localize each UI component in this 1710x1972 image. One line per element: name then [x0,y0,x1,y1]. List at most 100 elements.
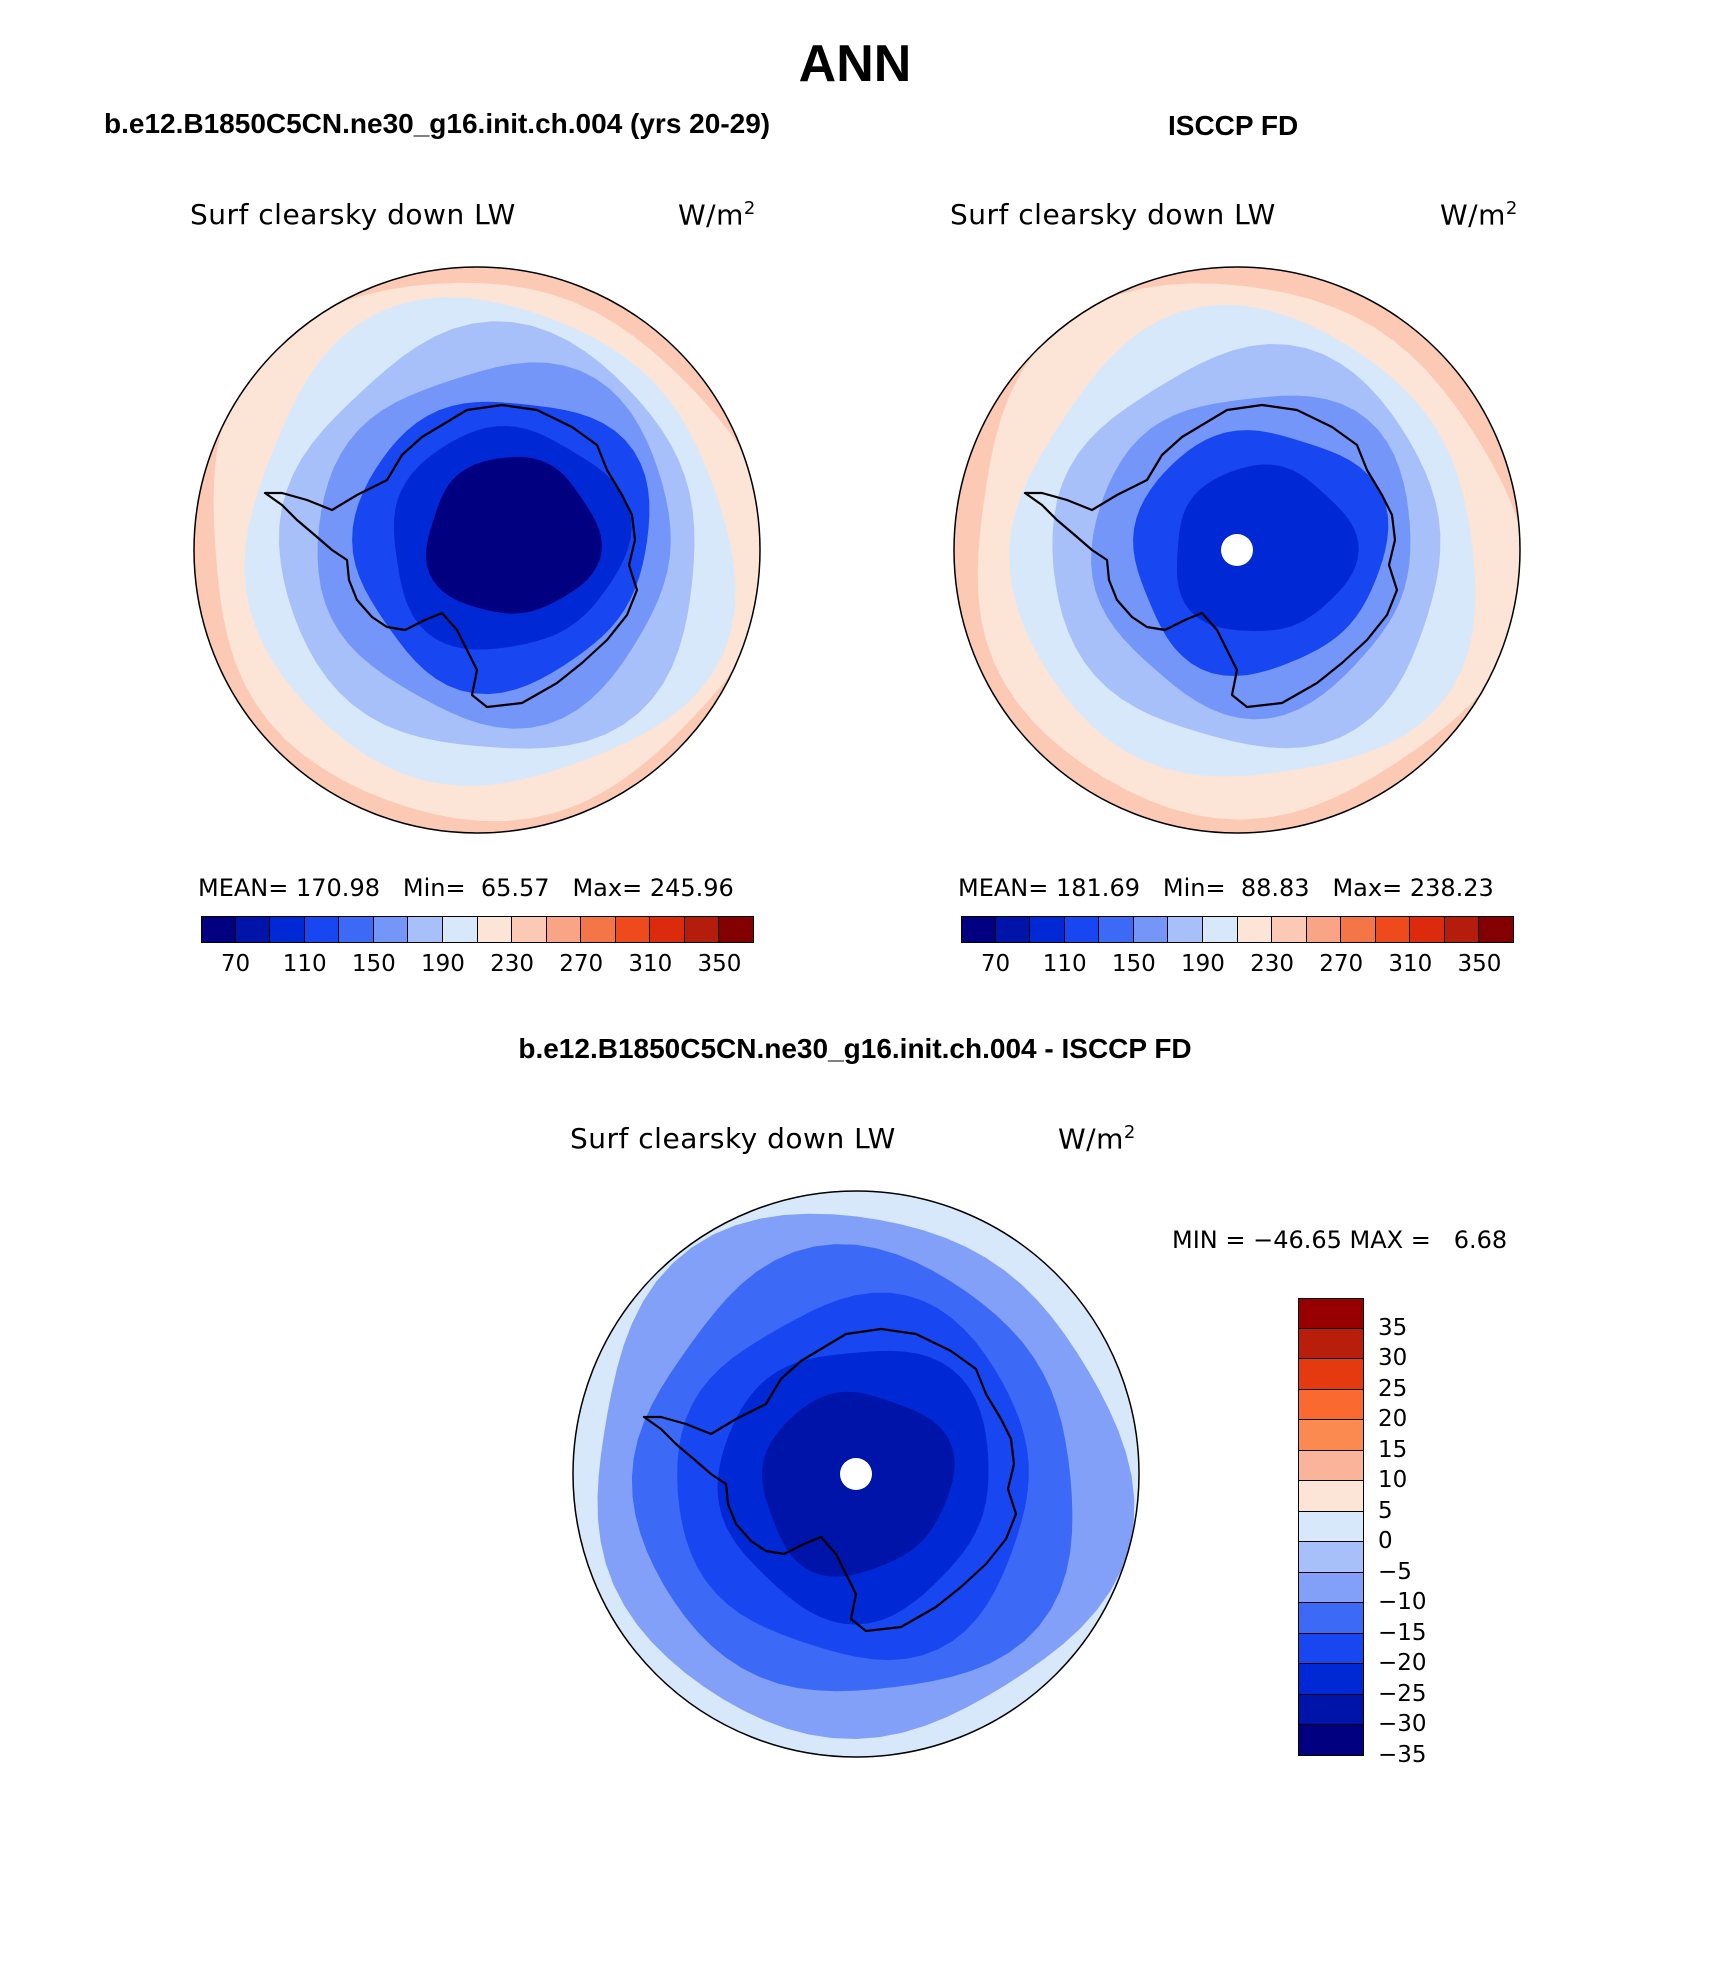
left-mean-value: 170.98 [296,874,380,902]
colorbar-tick-label: 20 [1378,1406,1408,1433]
colorbar-cell [1030,916,1065,943]
colorbar-tick-label: 70 [980,951,1011,977]
colorbar-tick-label: −5 [1378,1558,1412,1585]
colorbar-cell [1375,916,1411,943]
left-min-label: Min= [402,874,466,902]
right-max-value: 238.23 [1409,874,1494,902]
contour-zone-70 [426,456,602,614]
main-title: ANN [798,35,912,93]
left-stats: MEAN= 170.98 Min= 65.57 Max= 245.96 [198,874,734,902]
map-border [953,266,1521,834]
colorbar-cell [1298,1603,1364,1634]
colorbar-cell [1479,916,1514,943]
colorbar-cell [1298,1420,1364,1451]
antarctica-coastline [1023,403,1399,709]
colorbar-cell [1272,916,1307,943]
left-units-label: W/m2 [678,198,756,231]
colorbar-cell [615,916,651,943]
antarctica-coastline [642,1327,1018,1633]
colorbar-tick-label: −35 [1378,1742,1427,1768]
right-panel-title: ISCCP FD [1168,110,1299,141]
colorbar-tick-label: 5 [1378,1497,1393,1524]
colorbar-tick-label: 190 [1180,951,1225,977]
colorbar-cell [1298,1359,1364,1390]
pole-mask [840,1458,872,1490]
colorbar-cell [1298,1542,1364,1573]
right-colorbar: 70 110 150 190 230 270 310 350 [961,916,1514,977]
colorbar-cell [1298,1664,1364,1695]
colorbar-tick-label: −10 [1378,1589,1427,1616]
diff-units-sup: 2 [1123,1122,1136,1143]
colorbar-cell [477,916,513,943]
colorbar-tick-label: 310 [628,951,673,977]
colorbar-tick-label: 270 [1319,951,1364,977]
colorbar-cell [961,916,996,943]
left-mean-label: MEAN= [198,874,289,902]
left-variable-label: Surf clearsky down LW [190,198,516,231]
diff-panel-title: b.e12.B1850C5CN.ne30_g16.init.ch.004 - I… [518,1033,1192,1064]
contour-zone-90 [1177,464,1359,631]
colorbar-tick-label: 230 [490,951,535,977]
diff-units-text: W/m [1058,1122,1124,1156]
colorbar-tick-label: 230 [1250,951,1295,977]
colorbar-tick-label: 35 [1378,1314,1408,1341]
colorbar-cell [1298,1572,1364,1604]
colorbar-tick-label: 110 [1042,951,1087,977]
right-stats: MEAN= 181.69 Min= 88.83 Max= 238.23 [958,874,1494,902]
colorbar-tick-label: −25 [1378,1680,1427,1707]
right-mean-value: 181.69 [1056,874,1140,902]
right-min-label: Min= [1162,874,1226,902]
right-variable-label: Surf clearsky down LW [950,198,1276,231]
colorbar-tick-label: 190 [420,951,465,977]
colorbar-cell [1298,1481,1364,1512]
left-max-value: 245.96 [649,874,734,902]
colorbar-cell [442,916,478,943]
diff-colorbar: 35 30 25 20 15 10 5 0 −5 −10 −15 −20 −25 −30 −35 [1298,1298,1427,1768]
colorbar-tick-label: 110 [282,951,327,977]
colorbar-cell [1298,1633,1364,1665]
colorbar-tick-label: 150 [1111,951,1156,977]
colorbar-cell [650,916,685,943]
colorbar-tick-label: 10 [1378,1467,1408,1494]
colorbar-cell [1341,916,1376,943]
colorbar-cell [339,916,374,943]
colorbar-cell [408,916,443,943]
colorbar-cell [512,916,547,943]
colorbar-cell [1133,916,1169,943]
left-max-label: Max= [572,874,643,902]
colorbar-cell [1306,916,1342,943]
colorbar-cell [270,916,305,943]
colorbar-cell [201,916,236,943]
colorbar-tick-label: 310 [1388,951,1433,977]
diff-units-label: W/m2 [1058,1122,1136,1155]
colorbar-cell [546,916,582,943]
right-min-value: 88.83 [1240,874,1310,902]
colorbar-cell [1237,916,1273,943]
left-units-text: W/m [678,198,744,232]
map-border [193,266,761,834]
diff-variable-label: Surf clearsky down LW [570,1122,896,1155]
colorbar-cell [373,916,409,943]
right-units-label: W/m2 [1440,198,1518,231]
colorbar-cell [684,916,720,943]
colorbar-cell [235,916,271,943]
left-panel-title: b.e12.B1850C5CN.ne30_g16.init.ch.004 (yr… [104,108,771,139]
map-border [572,1190,1140,1758]
colorbar-cell [1298,1328,1364,1360]
colorbar-cell [1099,916,1134,943]
colorbar-cell [1298,1389,1364,1421]
right-max-label: Max= [1332,874,1403,902]
colorbar-tick-label: 25 [1378,1375,1408,1402]
colorbar-tick-label: 350 [697,951,742,977]
colorbar-cell [1444,916,1480,943]
colorbar-cell [1064,916,1100,943]
colorbar-cell [1202,916,1238,943]
colorbar-cell [1298,1511,1364,1543]
colorbar-cell [1298,1725,1364,1756]
colorbar-tick-label: 30 [1378,1345,1408,1372]
colorbar-tick-label: 70 [220,951,251,977]
diff-minmax: MIN = −46.65 MAX = 6.68 [1172,1226,1508,1254]
colorbar-cell [995,916,1031,943]
